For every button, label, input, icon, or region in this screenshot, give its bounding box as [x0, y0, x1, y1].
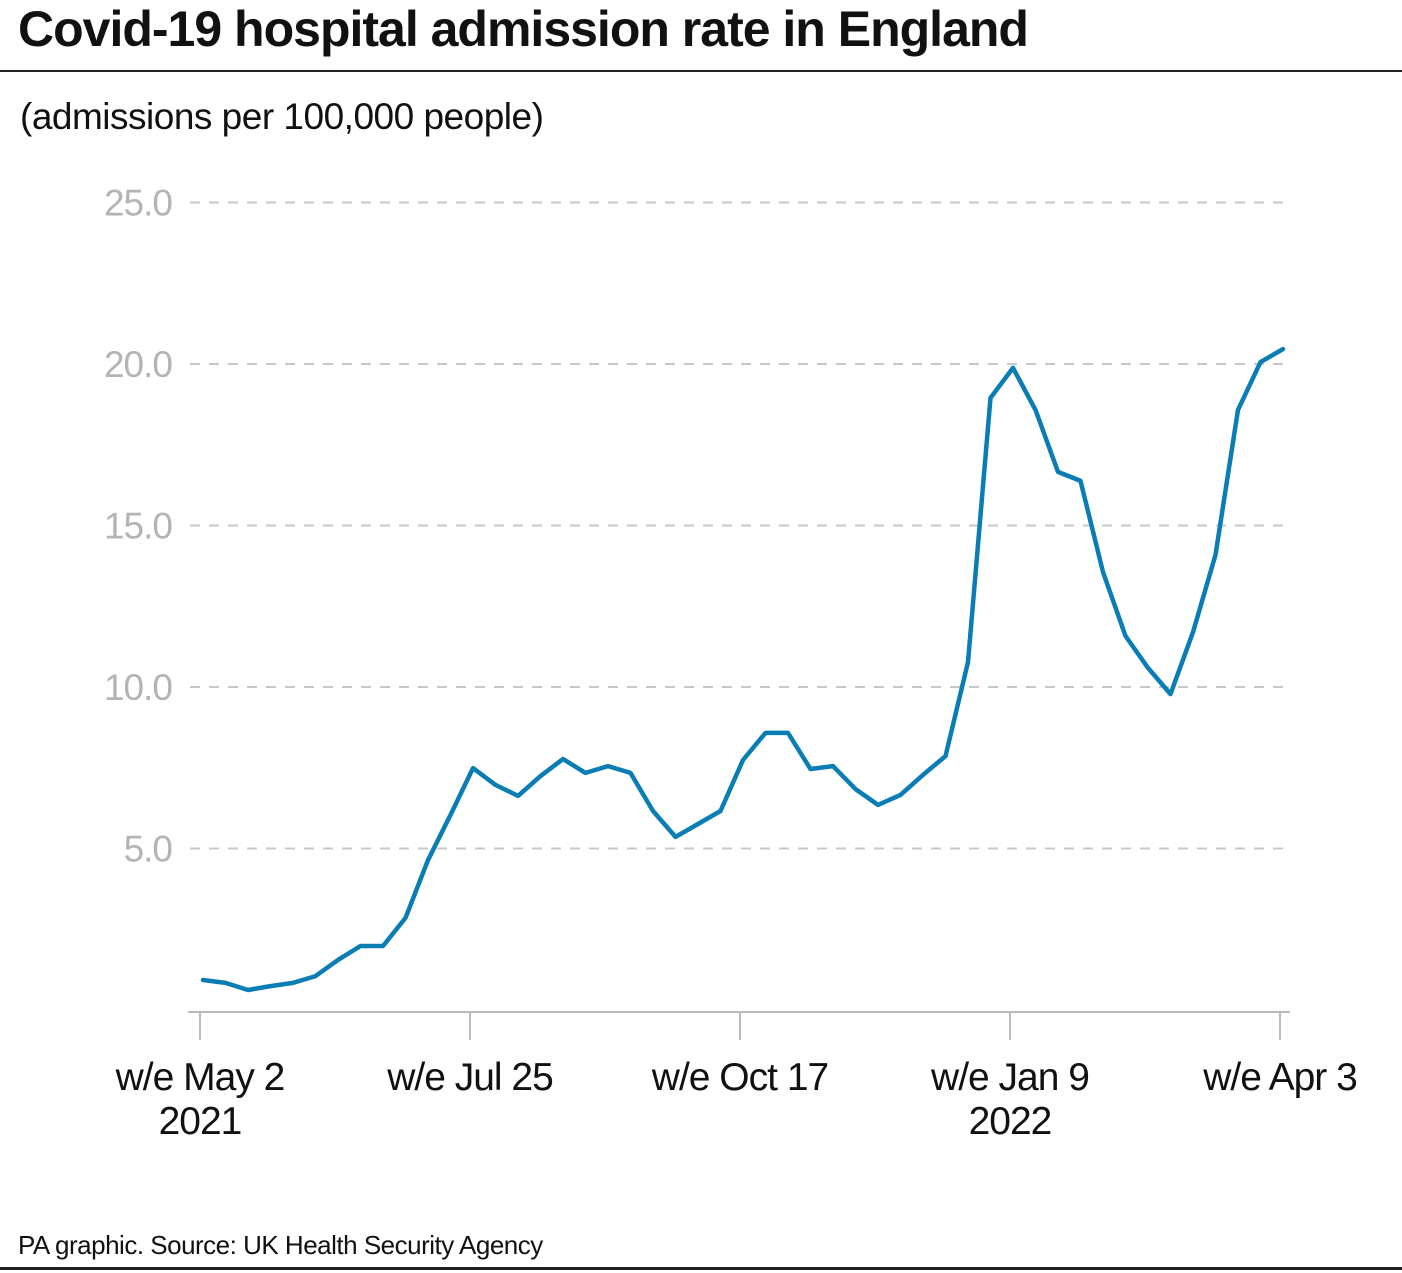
chart-title: Covid-19 hospital admission rate in Engl… — [18, 1, 1029, 57]
y-tick-label: 15.0 — [104, 506, 172, 547]
x-tick-label: w/e Jul 25 — [386, 1056, 553, 1099]
x-tick-label: w/e May 2 — [115, 1056, 285, 1099]
y-tick-label: 10.0 — [104, 667, 172, 708]
x-tick-label-year: 2022 — [969, 1100, 1052, 1143]
x-tick-label: w/e Oct 17 — [651, 1056, 828, 1099]
y-tick-label: 5.0 — [124, 829, 173, 870]
x-tick-label-year: 2021 — [159, 1100, 242, 1143]
series-line — [200, 346, 1286, 993]
title-divider — [0, 70, 1402, 72]
x-tick-label: w/e Jan 9 — [930, 1056, 1089, 1099]
x-tick-label: w/e Apr 3 — [1202, 1056, 1357, 1099]
y-tick-label: 20.0 — [104, 344, 172, 385]
source-note: PA graphic. Source: UK Health Security A… — [18, 1230, 543, 1260]
bottom-divider — [0, 1267, 1402, 1270]
chart-subtitle: (admissions per 100,000 people) — [20, 96, 544, 137]
y-tick-label: 25.0 — [104, 183, 172, 224]
